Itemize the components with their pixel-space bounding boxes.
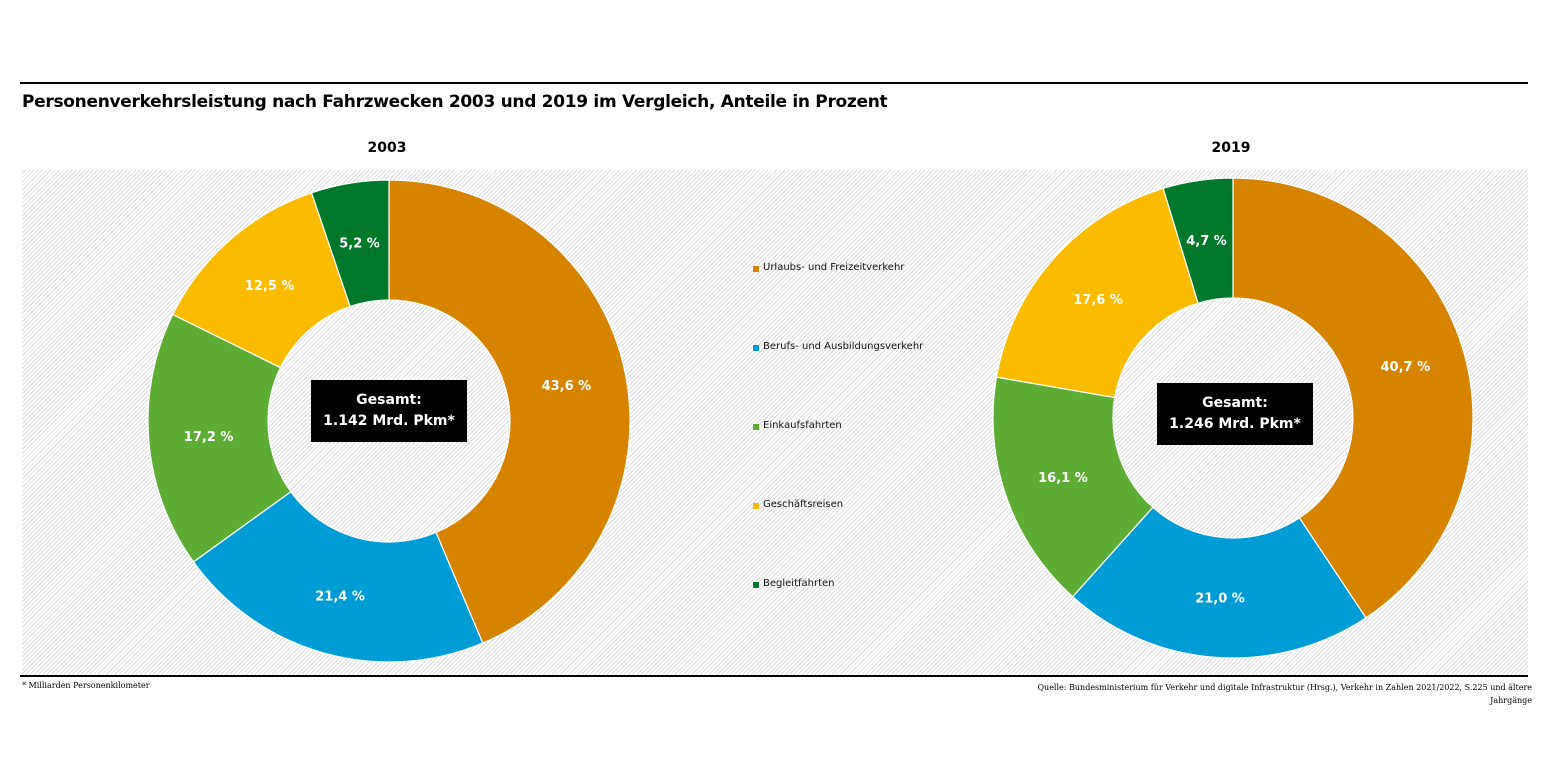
donut-slice — [192, 490, 484, 663]
legend-label: Berufs- und Ausbildungsverkehr — [763, 341, 924, 352]
slice-label: 5,2 % — [339, 236, 380, 251]
legend-label: Einkaufsfahrten — [763, 420, 842, 431]
donut-slice — [147, 313, 292, 563]
total-label-2019-line2: 1.246 Mrd. Pkm* — [1169, 416, 1301, 432]
legend-item: Geschäftsreisen — [753, 499, 923, 578]
donut-slice — [995, 187, 1199, 399]
donut-slice — [310, 179, 390, 308]
legend-swatch — [753, 503, 759, 509]
donut-slice — [1232, 177, 1474, 619]
legend-label: Urlaubs- und Freizeitverkehr — [763, 262, 905, 273]
legend-item: Urlaubs- und Freizeitverkehr — [753, 262, 923, 341]
legend-swatch — [753, 424, 759, 430]
legend-swatch — [753, 345, 759, 351]
legend-label: Begleitfahrten — [763, 578, 835, 589]
legend-swatch — [753, 266, 759, 272]
slice-label: 40,7 % — [1380, 360, 1430, 375]
donut-slice — [1162, 177, 1234, 304]
year-title-2019: 2019 — [1211, 140, 1251, 156]
slice-label: 43,6 % — [542, 379, 592, 394]
slice-label: 16,1 % — [1038, 471, 1088, 486]
donut-slice — [992, 376, 1154, 598]
legend-item: Begleitfahrten — [753, 578, 923, 657]
slice-label: 12,5 % — [245, 279, 295, 294]
legend-item: Berufs- und Ausbildungsverkehr — [753, 341, 923, 420]
bottom-rule — [20, 675, 1528, 677]
slice-label: 17,2 % — [184, 430, 234, 445]
footnote: * Milliarden Personenkilometer — [22, 681, 150, 690]
legend-label: Geschäftsreisen — [763, 499, 844, 510]
source-line-2: Jahrgänge — [1490, 696, 1532, 705]
total-label-2019: Gesamt: 1.246 Mrd. Pkm* — [1157, 383, 1313, 445]
legend: Urlaubs- und Freizeitverkehr Berufs- und… — [753, 262, 923, 657]
source: Quelle: Bundesministerium für Verkehr un… — [1037, 681, 1532, 707]
legend-item: Einkaufsfahrten — [753, 420, 923, 499]
slice-label: 21,0 % — [1195, 592, 1245, 607]
total-label-2003-line1: Gesamt: — [356, 392, 422, 408]
total-label-2003-line2: 1.142 Mrd. Pkm* — [323, 413, 455, 429]
slice-label: 17,6 % — [1073, 293, 1123, 308]
slice-label: 21,4 % — [315, 589, 365, 604]
donut-slice — [1071, 506, 1367, 659]
legend-swatch — [753, 582, 759, 588]
year-title-2003: 2003 — [367, 140, 407, 156]
source-line-1: Quelle: Bundesministerium für Verkehr un… — [1037, 683, 1532, 692]
total-label-2019-line1: Gesamt: — [1202, 395, 1268, 411]
top-rule — [20, 82, 1528, 84]
donut-slice — [388, 179, 631, 644]
total-label-2003: Gesamt: 1.142 Mrd. Pkm* — [311, 380, 467, 442]
chart-title: Personenverkehrsleistung nach Fahrzwecke… — [22, 92, 888, 112]
slice-label: 4,7 % — [1186, 234, 1227, 249]
